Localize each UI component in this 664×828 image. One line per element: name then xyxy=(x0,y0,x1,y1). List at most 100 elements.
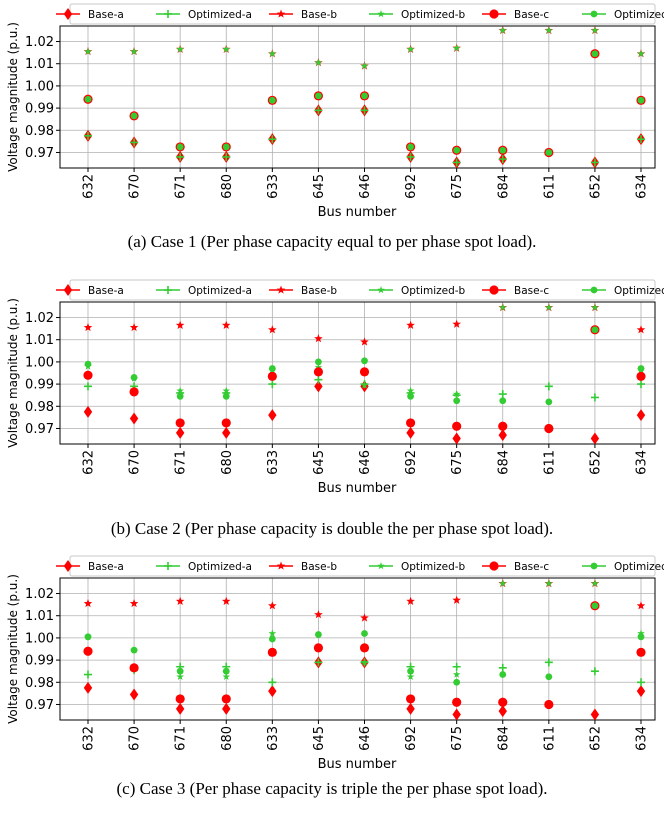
point-base-a-680 xyxy=(222,702,231,715)
point-optimized-c-645 xyxy=(315,631,322,638)
caption-b: (b) Case 2 (Per phase capacity is double… xyxy=(110,519,554,538)
x-tick-label: 670 xyxy=(128,450,143,475)
legend-marker-optimized-c xyxy=(590,562,598,570)
legend-label: Base-a xyxy=(88,9,124,21)
legend-label: Optimized-a xyxy=(188,561,252,573)
x-tick-label: 671 xyxy=(174,174,189,199)
x-tick-label: 652 xyxy=(588,174,603,199)
legend-marker-optimized-c xyxy=(590,286,598,294)
legend-marker-optimized-b xyxy=(377,562,385,570)
point-base-a-652 xyxy=(590,708,600,721)
point-base-a-675 xyxy=(452,432,461,445)
point-optimized-b-671 xyxy=(176,386,184,394)
point-base-b-675 xyxy=(452,595,461,604)
point-optimized-c-670 xyxy=(130,112,138,120)
plot-frame xyxy=(59,577,656,721)
point-optimized-b-633 xyxy=(268,49,277,57)
x-tick-label: 611 xyxy=(542,174,557,199)
plot-frame xyxy=(59,25,656,169)
point-base-c-646 xyxy=(359,367,370,377)
point-optimized-b-646 xyxy=(360,658,369,666)
point-optimized-b-611 xyxy=(545,303,553,311)
legend-label: Base-b xyxy=(301,561,337,573)
x-tick-label: 671 xyxy=(174,450,189,475)
plot-area: 0.97 0.98 0.99 1.00 1.01 1.02 632 670 671 680 633 6… xyxy=(25,25,656,199)
legend: Base-a Optimized-a Base-b Optimized-b Base-c… xyxy=(56,555,664,577)
legend-marker-optimized-a xyxy=(164,562,172,570)
point-optimized-c-645 xyxy=(315,92,322,100)
point-optimized-a-652 xyxy=(590,158,599,167)
point-optimized-a-684 xyxy=(498,155,507,164)
legend-label: Base-a xyxy=(88,285,124,297)
point-base-c-675 xyxy=(452,697,462,707)
point-optimized-b-675 xyxy=(452,670,461,678)
point-base-b-670 xyxy=(129,323,139,332)
point-optimized-b-670 xyxy=(130,47,138,55)
legend-marker-base-c xyxy=(489,561,499,571)
point-base-a-670 xyxy=(129,688,139,701)
point-optimized-a-675 xyxy=(452,662,461,671)
point-base-b-675 xyxy=(452,319,461,328)
point-base-b-671 xyxy=(175,320,185,329)
point-base-b-645 xyxy=(314,334,323,343)
x-axis-label: Bus number xyxy=(318,205,397,220)
point-optimized-c-680 xyxy=(222,392,230,400)
point-optimized-c-645 xyxy=(315,358,322,366)
point-optimized-c-632 xyxy=(84,633,92,641)
x-tick-label: 633 xyxy=(266,174,281,199)
point-base-a-670 xyxy=(129,412,139,425)
point-optimized-c-646 xyxy=(361,92,368,100)
point-base-c-645 xyxy=(313,643,324,653)
point-optimized-b-634 xyxy=(637,629,645,637)
legend-label: Base-c xyxy=(514,561,549,573)
point-optimized-a-652 xyxy=(590,393,599,402)
x-tick-label: 646 xyxy=(358,726,373,751)
legend-marker-base-c xyxy=(489,9,499,19)
point-base-a-671 xyxy=(175,702,185,715)
y-tick-label: 0.99 xyxy=(25,102,54,117)
point-optimized-c-675 xyxy=(453,397,461,405)
point-optimized-c-692 xyxy=(407,667,414,675)
point-optimized-c-671 xyxy=(176,392,184,400)
data-points xyxy=(83,25,646,169)
point-optimized-b-646 xyxy=(360,381,369,389)
point-optimized-a-634 xyxy=(637,678,645,687)
y-tick-label: 1.02 xyxy=(25,311,54,326)
point-base-a-692 xyxy=(406,702,415,715)
point-optimized-b-684 xyxy=(498,26,507,34)
y-tick-label: 1.01 xyxy=(25,333,54,348)
legend-marker-optimized-b xyxy=(377,10,385,18)
point-optimized-b-680 xyxy=(222,386,231,394)
point-optimized-b-680 xyxy=(222,672,231,680)
x-tick-label: 684 xyxy=(496,174,511,199)
legend-marker-optimized-a xyxy=(164,286,172,294)
legend-marker-base-a xyxy=(63,284,73,296)
point-optimized-c-671 xyxy=(176,143,184,151)
point-optimized-c-684 xyxy=(499,671,507,678)
x-tick-label: 692 xyxy=(404,726,419,751)
y-tick-label: 0.98 xyxy=(25,124,54,139)
point-optimized-b-652 xyxy=(591,579,599,587)
point-optimized-c-646 xyxy=(361,630,368,637)
x-tick-label: 634 xyxy=(635,726,650,751)
x-tick-label: 611 xyxy=(542,726,557,751)
point-optimized-a-634 xyxy=(637,135,645,144)
point-optimized-a-675 xyxy=(452,158,461,167)
x-tick-label: 692 xyxy=(404,450,419,475)
point-base-a-684 xyxy=(498,705,507,718)
point-optimized-c-646 xyxy=(361,357,368,365)
point-base-c-684 xyxy=(498,697,508,707)
point-base-a-671 xyxy=(175,426,185,439)
caption-a: (a) Case 1 (Per phase capacity equal to … xyxy=(127,232,537,251)
legend-marker-optimized-b xyxy=(377,286,385,294)
x-tick-label: 634 xyxy=(635,174,650,199)
legend-label: Optimized-b xyxy=(401,561,466,573)
point-optimized-b-671 xyxy=(176,672,184,680)
legend-label: Optimized-a xyxy=(188,9,252,21)
point-base-a-680 xyxy=(222,426,231,439)
y-tick-label: 1.00 xyxy=(25,355,54,370)
x-tick-label: 675 xyxy=(450,450,465,475)
legend-label: Optimized-b xyxy=(401,285,466,297)
y-tick-label: 0.98 xyxy=(25,400,54,415)
y-tick-label: 1.00 xyxy=(25,79,54,94)
